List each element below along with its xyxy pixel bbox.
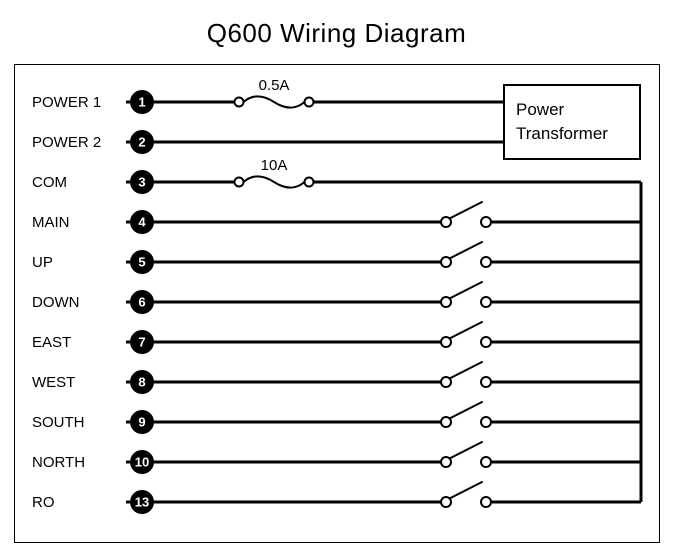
row-label: RO [32,494,55,511]
switch-arm [450,402,483,419]
transformer-label-2: Transformer [516,124,608,143]
switch-contact [481,337,491,347]
row-label: MAIN [32,214,70,231]
terminal-number: 5 [138,255,145,270]
switch-contact [481,457,491,467]
terminal-number: 4 [138,215,146,230]
transformer-box [504,85,640,159]
transformer-label-1: Power [516,100,565,119]
switch-arm [450,362,483,379]
row-label: WEST [32,374,75,391]
row-label: POWER 1 [32,94,101,111]
terminal-number: 6 [138,295,145,310]
switch-arm [450,202,483,219]
fuse-label: 10A [261,157,288,174]
terminal-number: 2 [138,135,145,150]
switch-arm [450,442,483,459]
switch-contact [481,497,491,507]
fuse-icon [244,96,305,107]
wiring-diagram: Power Transformer POWER 1 1 0.5A POWER 2 2 COM 3… [14,64,660,544]
terminal-number: 13 [135,495,149,510]
terminal-number: 3 [138,175,145,190]
switch-arm [450,242,483,259]
page-title: Q600 Wiring Diagram [0,0,673,49]
switch-contact [481,257,491,267]
row-label: COM [32,174,67,191]
terminal-number: 9 [138,415,145,430]
switch-contact [481,417,491,427]
switch-arm [450,322,483,339]
fuse-label: 0.5A [259,77,290,94]
row-label: EAST [32,334,71,351]
row-label: DOWN [32,294,80,311]
switch-contact [481,297,491,307]
row-label: UP [32,254,53,271]
switch-arm [450,482,483,499]
fuse-icon [244,176,305,187]
switch-contact [481,377,491,387]
switch-contact [481,217,491,227]
switch-arm [450,282,483,299]
row-label: NORTH [32,454,85,471]
terminal-number: 10 [135,455,149,470]
terminal-number: 8 [138,375,145,390]
terminal-number: 7 [138,335,145,350]
row-label: SOUTH [32,414,85,431]
row-label: POWER 2 [32,134,101,151]
terminal-number: 1 [138,95,145,110]
